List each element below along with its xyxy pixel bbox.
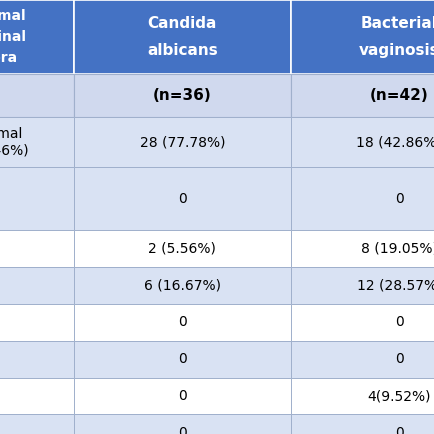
Bar <box>0 414 74 434</box>
Bar <box>291 267 434 304</box>
Bar <box>0 167 74 230</box>
Text: albicans: albicans <box>147 43 218 58</box>
Bar <box>74 304 291 341</box>
Text: vaginosis: vaginosis <box>359 43 434 58</box>
Text: (n=36): (n=36) <box>153 88 212 103</box>
Bar <box>74 0 291 74</box>
Bar <box>291 414 434 434</box>
Text: 8 (19.05%): 8 (19.05%) <box>361 241 434 256</box>
Text: Bacterial: Bacterial <box>361 16 434 31</box>
Bar <box>74 378 291 414</box>
Bar <box>291 117 434 167</box>
Text: 0: 0 <box>178 426 187 434</box>
Text: 12 (28.57%): 12 (28.57%) <box>356 278 434 293</box>
Text: 4(9.52%): 4(9.52%) <box>368 389 431 403</box>
Bar <box>0 267 74 304</box>
Bar <box>291 167 434 230</box>
Text: 6 (16.67%): 6 (16.67%) <box>144 278 221 293</box>
Bar <box>0 230 74 267</box>
Bar <box>0 74 74 117</box>
Text: 18 (42.86%): 18 (42.86%) <box>356 135 434 149</box>
Bar <box>0 0 74 74</box>
Bar <box>74 414 291 434</box>
Text: Candida: Candida <box>148 16 217 31</box>
Bar <box>0 304 74 341</box>
Bar <box>291 74 434 117</box>
Bar <box>74 267 291 304</box>
Bar <box>0 341 74 378</box>
Bar <box>74 74 291 117</box>
Text: 0: 0 <box>395 191 404 206</box>
Text: Flora: Flora <box>0 50 18 65</box>
Text: 28 (77.78%): 28 (77.78%) <box>139 135 225 149</box>
Text: Vaginal: Vaginal <box>0 30 27 44</box>
Text: Normal: Normal <box>0 127 23 141</box>
Bar <box>291 230 434 267</box>
Text: 0: 0 <box>178 191 187 206</box>
Text: 0: 0 <box>395 315 404 329</box>
Text: 0: 0 <box>178 315 187 329</box>
Bar <box>74 117 291 167</box>
Bar <box>291 341 434 378</box>
Text: 0: 0 <box>395 426 404 434</box>
Text: 0: 0 <box>178 352 187 366</box>
Bar <box>0 117 74 167</box>
Bar <box>74 341 291 378</box>
Text: 2 (5.56%): 2 (5.56%) <box>148 241 216 256</box>
Bar <box>291 378 434 414</box>
Bar <box>291 0 434 74</box>
Bar <box>74 230 291 267</box>
Bar <box>0 378 74 414</box>
Text: (38.46%): (38.46%) <box>0 144 30 158</box>
Bar <box>74 167 291 230</box>
Text: (n=42): (n=42) <box>370 88 429 103</box>
Text: Normal: Normal <box>0 9 26 23</box>
Text: 0: 0 <box>178 389 187 403</box>
Text: 0: 0 <box>395 352 404 366</box>
Bar <box>291 304 434 341</box>
